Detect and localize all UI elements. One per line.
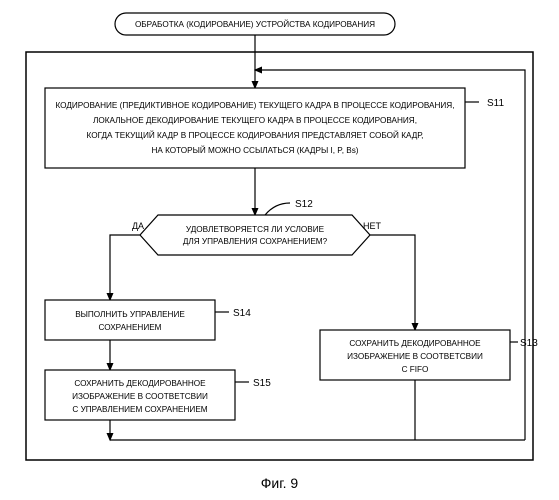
s13-text: СОХРАНИТЬ ДЕКОДИРОВАННОЕ: [349, 339, 481, 348]
s12-leader: [265, 203, 290, 215]
s11-label: S11: [487, 98, 504, 109]
s15-text: С УПРАВЛЕНИЕМ СОХРАНЕНИЕМ: [72, 405, 207, 414]
s11-text: НА КОТОРЫЙ МОЖНО ССЫЛАТЬСЯ (КАДРЫ I, P, …: [151, 144, 358, 155]
s11-box: [45, 88, 465, 168]
s15-label: S15: [253, 378, 271, 389]
s13-text: ИЗОБРАЖЕНИЕ В СООТВЕТСВИИ: [347, 352, 483, 361]
s14-label: S14: [233, 308, 251, 319]
s15-text: ИЗОБРАЖЕНИЕ В СООТВЕТСВИИ: [72, 392, 208, 401]
arrow-s12-s13: [370, 235, 415, 330]
yes-label: ДА: [132, 221, 144, 231]
figure-caption: Фиг. 9: [261, 475, 299, 491]
s12-decision: [140, 215, 370, 255]
start-text: ОБРАБОТКА (КОДИРОВАНИЕ) УСТРОЙСТВА КОДИР…: [135, 18, 375, 29]
s15-text: СОХРАНИТЬ ДЕКОДИРОВАННОЕ: [74, 379, 206, 388]
s11-text: ЛОКАЛЬНОЕ ДЕКОДИРОВАНИЕ ТЕКУЩЕГО КАДРА В…: [93, 116, 417, 125]
s11-text: КОГДА ТЕКУЩИЙ КАДР В ПРОЦЕССЕ КОДИРОВАНИ…: [87, 129, 424, 140]
s13-label: S13: [520, 338, 538, 349]
s14-text: ВЫПОЛНИТЬ УПРАВЛЕНИЕ: [75, 310, 185, 319]
s13-text: С FIFO: [402, 365, 429, 374]
flowchart: ОБРАБОТКА (КОДИРОВАНИЕ) УСТРОЙСТВА КОДИР…: [0, 0, 559, 500]
no-label: НЕТ: [363, 221, 382, 231]
arrow-s12-s14: [110, 235, 140, 300]
s14-text: СОХРАНЕНИЕМ: [98, 323, 161, 332]
s14-box: [45, 300, 215, 340]
s11-text: КОДИРОВАНИЕ (ПРЕДИКТИВНОЕ КОДИРОВАНИЕ) Т…: [56, 101, 455, 110]
s12-label: S12: [295, 199, 313, 210]
s12-text: ДЛЯ УПРАВЛЕНИЯ СОХРАНЕНИЕМ?: [183, 237, 328, 246]
s12-text: УДОВЛЕТВОРЯЕТСЯ ЛИ УСЛОВИЕ: [186, 225, 325, 234]
